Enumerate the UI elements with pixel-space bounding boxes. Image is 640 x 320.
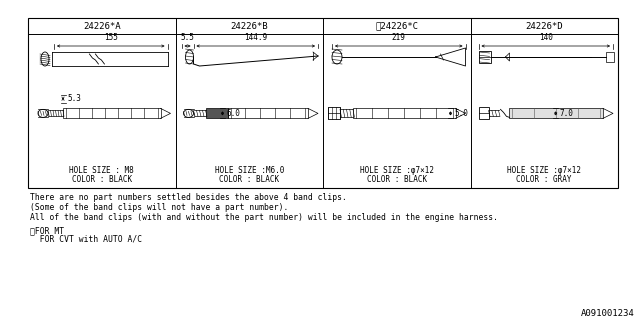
Bar xyxy=(63,108,161,118)
Bar xyxy=(205,108,227,118)
Text: HOLE SIZE :M6.0: HOLE SIZE :M6.0 xyxy=(214,165,284,174)
Bar xyxy=(509,108,603,118)
Text: 24226*B: 24226*B xyxy=(230,21,268,30)
Text: There are no part numbers settled besides the above 4 band clips.: There are no part numbers settled beside… xyxy=(30,194,347,203)
Text: HOLE SIZE :φ7×12: HOLE SIZE :φ7×12 xyxy=(360,165,434,174)
Text: All of the band clips (with and without the part number) will be included in the: All of the band clips (with and without … xyxy=(30,212,498,221)
Text: FOR CVT with AUTO A/C: FOR CVT with AUTO A/C xyxy=(30,235,142,244)
Bar xyxy=(353,108,456,118)
Text: HOLE SIZE : M8: HOLE SIZE : M8 xyxy=(69,165,134,174)
Text: 140: 140 xyxy=(539,33,553,42)
Text: 7.0: 7.0 xyxy=(560,109,573,118)
Bar xyxy=(479,51,490,63)
Text: A091001234: A091001234 xyxy=(581,308,635,317)
Text: COLOR : BLACK: COLOR : BLACK xyxy=(219,174,279,183)
Text: HOLE SIZE :φ7×12: HOLE SIZE :φ7×12 xyxy=(508,165,581,174)
Text: 5.5: 5.5 xyxy=(180,33,195,42)
Text: COLOR : BLACK: COLOR : BLACK xyxy=(367,174,427,183)
Text: ※24226*C: ※24226*C xyxy=(375,21,419,30)
Text: 24226*A: 24226*A xyxy=(83,21,120,30)
Text: COLOR : BLACK: COLOR : BLACK xyxy=(72,174,132,183)
Bar xyxy=(328,108,340,119)
Bar xyxy=(227,108,308,118)
Text: 144.9: 144.9 xyxy=(244,33,268,42)
Bar xyxy=(28,18,618,188)
Bar xyxy=(479,108,488,119)
Text: 5.0: 5.0 xyxy=(454,109,468,118)
Bar xyxy=(606,52,614,62)
Text: 219: 219 xyxy=(392,33,406,42)
Text: ※FOR MT: ※FOR MT xyxy=(30,226,64,235)
Text: 5.3: 5.3 xyxy=(67,94,81,103)
Text: (Some of the band clips will not have a part number).: (Some of the band clips will not have a … xyxy=(30,203,289,212)
Text: 24226*D: 24226*D xyxy=(525,21,563,30)
Text: 155: 155 xyxy=(104,33,118,42)
Text: 6.0: 6.0 xyxy=(227,109,241,118)
Text: COLOR : GRAY: COLOR : GRAY xyxy=(516,174,572,183)
